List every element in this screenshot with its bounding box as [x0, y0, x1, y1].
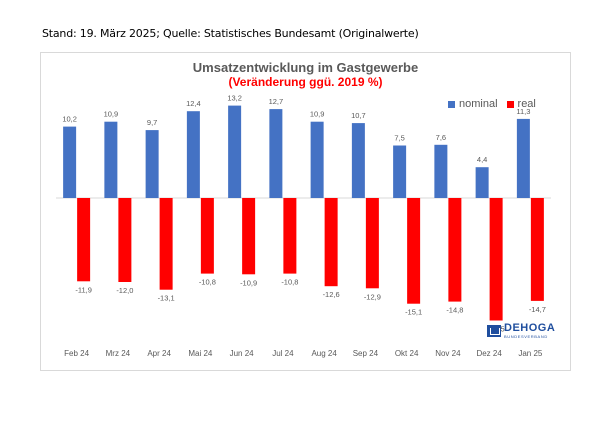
bar-nominal	[104, 121, 118, 198]
data-label-nominal: 10,9	[104, 110, 119, 119]
chart-legend: nominal real	[448, 98, 545, 110]
bar-nominal	[269, 109, 283, 198]
data-label-nominal: 13,2	[227, 94, 242, 103]
bar-nominal	[186, 111, 200, 198]
bar-real	[242, 198, 256, 275]
bar-real	[365, 198, 379, 289]
bar-real	[530, 198, 544, 301]
bar-nominal	[475, 167, 489, 198]
data-label-nominal: 10,9	[310, 110, 325, 119]
dehoga-logo-icon	[487, 325, 501, 337]
x-tick-label: Sep 24	[353, 349, 379, 358]
data-label-real: -12,0	[116, 286, 133, 295]
x-tick-label: Jun 24	[230, 349, 255, 358]
bar-nominal	[351, 123, 365, 198]
x-tick-label: Feb 24	[64, 349, 89, 358]
data-label-nominal: 10,2	[62, 115, 77, 124]
data-label-real: -10,9	[240, 278, 257, 287]
bar-real	[489, 198, 503, 321]
legend-swatch-real	[506, 100, 514, 108]
data-label-real: -12,6	[323, 290, 340, 299]
chart-plot: 10,2 -11,9 Feb 24 10,9 -12,0 Mrz 24 9,7 -13,1 Ap…	[56, 94, 551, 358]
bar-real	[283, 198, 297, 274]
x-tick-label: Aug 24	[311, 349, 337, 358]
dehoga-logo: DEHOGA BUNDESVERBAND	[487, 323, 555, 339]
bar-real	[200, 198, 214, 274]
bar-nominal	[63, 126, 77, 198]
data-label-real: -15,1	[405, 308, 422, 317]
data-label-nominal: 12,7	[269, 97, 284, 106]
x-tick-label: Okt 24	[395, 349, 419, 358]
data-label-nominal: 12,4	[186, 99, 201, 108]
chart-title: Umsatzentwicklung im Gastgewerbe	[192, 60, 419, 75]
x-tick-label: Mrz 24	[106, 349, 131, 358]
legend-label-real: real	[517, 98, 536, 110]
logo-name: DEHOGA	[504, 322, 556, 334]
bar-real	[448, 198, 462, 302]
bar-nominal	[516, 118, 530, 198]
data-label-real: -14,8	[446, 306, 463, 315]
logo-sub: BUNDESVERBAND	[504, 334, 548, 339]
data-label-real: -14,7	[529, 305, 546, 314]
x-tick-label: Jan 25	[518, 349, 543, 358]
data-label-nominal: 4,4	[477, 155, 487, 164]
legend-item-real: real	[506, 98, 536, 110]
chart-subtitle: (Veränderung ggü. 2019 %)	[228, 75, 383, 89]
bar-real	[324, 198, 338, 287]
bar-real	[77, 198, 91, 282]
data-label-real: -10,8	[281, 278, 298, 287]
bar-real	[159, 198, 173, 290]
chart-frame: Umsatzentwicklung im Gastgewerbe (Veränd…	[40, 52, 571, 371]
x-tick-label: Mai 24	[188, 349, 213, 358]
bar-real	[118, 198, 132, 282]
data-label-real: -10,8	[199, 278, 216, 287]
x-tick-label: Dez 24	[476, 349, 502, 358]
data-label-nominal: 7,6	[436, 133, 446, 142]
legend-item-nominal: nominal	[448, 98, 498, 110]
data-label-nominal: 7,5	[394, 134, 404, 143]
bar-nominal	[434, 144, 448, 198]
stand-note: Stand: 19. März 2025; Quelle: Statistisc…	[42, 27, 419, 40]
x-tick-label: Nov 24	[435, 349, 461, 358]
legend-label-nominal: nominal	[459, 98, 498, 110]
data-label-real: -13,1	[158, 294, 175, 303]
x-tick-label: Apr 24	[147, 349, 171, 358]
bar-nominal	[228, 105, 242, 198]
bar-nominal	[145, 130, 159, 198]
bar-real	[407, 198, 421, 304]
x-tick-label: Jul 24	[272, 349, 294, 358]
data-label-real: -12,9	[364, 292, 381, 301]
data-label-nominal: 10,7	[351, 111, 366, 120]
data-label-nominal: 9,7	[147, 118, 157, 127]
data-label-nominal: 11,3	[516, 107, 530, 116]
data-label-real: -11,9	[75, 285, 92, 294]
bar-nominal	[393, 145, 407, 198]
legend-swatch-nominal	[448, 100, 455, 108]
bar-nominal	[310, 121, 324, 198]
